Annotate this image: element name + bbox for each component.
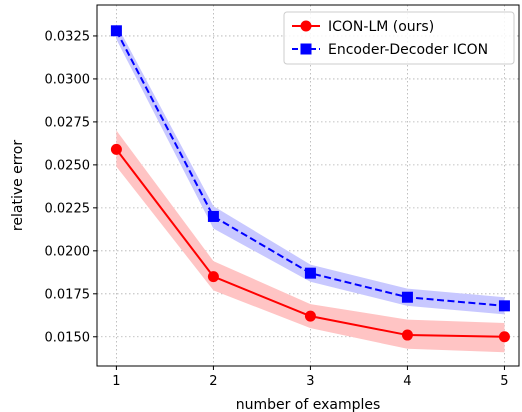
y-tick-label-6: 0.0300 bbox=[45, 72, 91, 87]
confidence-bands bbox=[116, 23, 505, 353]
point-series-1-0 bbox=[110, 25, 122, 37]
legend-marker-1 bbox=[300, 43, 312, 55]
x-tick-label-3: 3 bbox=[306, 374, 314, 389]
y-tick-label-0: 0.0150 bbox=[45, 330, 91, 345]
x-tick-label-5: 5 bbox=[500, 374, 508, 389]
x-axis-label: number of examples bbox=[236, 397, 381, 412]
point-series-0-3 bbox=[401, 329, 413, 341]
plot-frame bbox=[96, 4, 520, 367]
x-tick-label-1: 1 bbox=[112, 374, 120, 389]
point-series-1-2 bbox=[304, 267, 316, 279]
legend: ICON-LM (ours) Encoder-Decoder ICON bbox=[283, 11, 515, 65]
legend-box bbox=[283, 11, 515, 65]
y-tick-label-7: 0.0325 bbox=[45, 29, 91, 44]
point-series-0-4 bbox=[498, 331, 510, 343]
legend-marker-0 bbox=[300, 20, 312, 32]
point-series-1-3 bbox=[401, 291, 413, 303]
point-series-0-1 bbox=[207, 271, 219, 283]
x-tick-label-4: 4 bbox=[403, 374, 411, 389]
y-axis-ticks: 0.0150 0.0175 0.0200 0.0225 0.0250 0.0275 0.03… bbox=[45, 29, 97, 345]
y-tick-label-1: 0.0175 bbox=[45, 287, 91, 302]
x-tick-label-2: 2 bbox=[209, 374, 217, 389]
y-tick-label-4: 0.0250 bbox=[45, 158, 91, 173]
point-series-0-0 bbox=[110, 143, 122, 155]
point-series-1-1 bbox=[207, 210, 219, 222]
series-markers bbox=[110, 25, 510, 343]
x-axis-ticks: 1 2 3 4 5 bbox=[112, 366, 509, 389]
y-tick-label-5: 0.0275 bbox=[45, 115, 91, 130]
legend-label-1: Encoder-Decoder ICON bbox=[328, 42, 488, 58]
point-series-0-2 bbox=[304, 310, 316, 322]
legend-label-0: ICON-LM (ours) bbox=[328, 19, 434, 35]
y-tick-label-3: 0.0225 bbox=[45, 201, 91, 216]
band-series-0 bbox=[116, 130, 505, 353]
y-axis-label: relative error bbox=[10, 140, 26, 231]
point-series-1-4 bbox=[498, 300, 510, 312]
y-tick-label-2: 0.0200 bbox=[45, 244, 91, 259]
